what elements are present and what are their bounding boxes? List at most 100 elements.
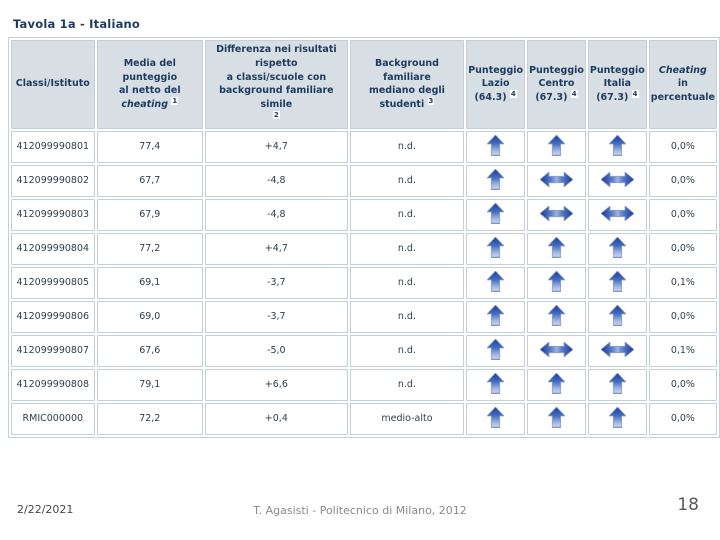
table-cell: 67,7 — [96, 164, 203, 197]
cell-arrow-up — [466, 232, 526, 265]
table-cell: RMIC000000 — [11, 402, 95, 435]
arrow-up-icon — [486, 338, 506, 360]
cell-arrow-left-right — [587, 164, 647, 197]
cell-arrow-up — [527, 130, 586, 163]
table-row: 412099990806 69,0 -3,7 n.d. — [11, 300, 717, 333]
table-cell: 0,0% — [648, 164, 717, 197]
table-cell: -4,8 — [205, 198, 348, 231]
arrow-up-icon — [486, 270, 506, 292]
cell-arrow-up — [466, 300, 526, 333]
arrow-left-right-icon — [539, 170, 574, 188]
arrow-left-right-icon — [600, 340, 635, 358]
arrow-up-icon — [486, 236, 506, 258]
arrow-up-icon — [486, 372, 506, 394]
table-cell: -5,0 — [205, 334, 348, 367]
arrow-left-right-icon — [600, 170, 635, 188]
arrow-up-icon — [607, 236, 627, 258]
arrow-left-right-icon — [539, 340, 574, 358]
arrow-up-icon — [486, 406, 506, 428]
results-table: Classi/Istituto Media del punteggio al net… — [8, 37, 720, 438]
column-header-punteggio-italia: Punteggio Italia (67.3) 4 — [587, 40, 647, 129]
arrow-up-icon — [607, 134, 627, 156]
arrow-left-right-icon — [539, 340, 574, 358]
cell-arrow-up — [587, 266, 647, 299]
arrow-left-right-icon — [600, 204, 635, 222]
arrow-up-icon — [547, 406, 566, 428]
arrow-up-icon — [547, 304, 566, 326]
arrow-up-icon — [486, 406, 506, 428]
table-cell: n.d. — [349, 164, 465, 197]
table-cell: 412099990805 — [11, 266, 95, 299]
table-cell: 412099990803 — [11, 198, 95, 231]
cell-arrow-up — [527, 266, 586, 299]
table-cell: 67,6 — [96, 334, 203, 367]
table-cell: -4,8 — [205, 164, 348, 197]
table-row: 412099990805 69,1 -3,7 n.d. — [11, 266, 717, 299]
arrow-up-icon — [547, 270, 566, 292]
table-cell: 77,4 — [96, 130, 203, 163]
cell-arrow-left-right — [527, 334, 586, 367]
arrow-left-right-icon — [539, 204, 574, 222]
table-cell: 0,0% — [648, 368, 717, 401]
arrow-left-right-icon — [600, 170, 635, 188]
table-title: Tavola 1a - Italiano — [13, 17, 141, 31]
column-header-media-punteggio: Media del punteggio al netto del cheating … — [96, 40, 203, 129]
arrow-up-icon — [486, 270, 506, 292]
arrow-up-icon — [486, 168, 506, 190]
arrow-up-icon — [486, 202, 506, 224]
table-row: 412099990808 79,1 +6,6 n.d. — [11, 368, 717, 401]
arrow-up-icon — [607, 236, 627, 258]
arrow-up-icon — [607, 372, 627, 394]
arrow-up-icon — [607, 134, 627, 156]
cell-arrow-up — [527, 300, 586, 333]
table-cell: 412099990802 — [11, 164, 95, 197]
arrow-up-icon — [547, 134, 566, 156]
table-cell: 69,0 — [96, 300, 203, 333]
table-cell: n.d. — [349, 266, 465, 299]
column-header-classi-istituto: Classi/Istituto — [11, 40, 95, 129]
table-row: RMIC000000 72,2 +0,4 medio-alto — [11, 402, 717, 435]
arrow-left-right-icon — [539, 204, 574, 222]
arrow-up-icon — [547, 236, 566, 258]
table-cell: -3,7 — [205, 266, 348, 299]
table-cell: 412099990808 — [11, 368, 95, 401]
table-cell: n.d. — [349, 334, 465, 367]
arrow-left-right-icon — [539, 170, 574, 188]
arrow-up-icon — [486, 236, 506, 258]
table-body: 412099990801 77,4 +4,7 n.d. — [11, 130, 717, 435]
table-cell: 412099990807 — [11, 334, 95, 367]
table-cell: +0,4 — [205, 402, 348, 435]
table-cell: 0,1% — [648, 266, 717, 299]
arrow-left-right-icon — [600, 204, 635, 222]
cell-arrow-up — [527, 402, 586, 435]
column-header-cheating-percentuale: Cheating in percentuale — [648, 40, 717, 129]
footer-date: 2/22/2021 — [17, 503, 74, 516]
table-cell: 412099990806 — [11, 300, 95, 333]
table-cell: n.d. — [349, 368, 465, 401]
table-cell: n.d. — [349, 130, 465, 163]
table-cell: 412099990804 — [11, 232, 95, 265]
cell-arrow-left-right — [587, 334, 647, 367]
table-header: Classi/Istituto Media del punteggio al net… — [11, 40, 717, 129]
table-cell: 79,1 — [96, 368, 203, 401]
column-header-punteggio-lazio: Punteggio Lazio (64.3) 4 — [466, 40, 526, 129]
arrow-up-icon — [547, 134, 566, 156]
arrow-up-icon — [607, 372, 627, 394]
arrow-up-icon — [607, 304, 627, 326]
arrow-up-icon — [547, 236, 566, 258]
cell-arrow-up — [466, 266, 526, 299]
arrow-up-icon — [547, 270, 566, 292]
cell-arrow-left-right — [527, 164, 586, 197]
table-cell: -3,7 — [205, 300, 348, 333]
cell-arrow-left-right — [587, 198, 647, 231]
table-cell: n.d. — [349, 232, 465, 265]
arrow-up-icon — [547, 372, 566, 394]
arrow-up-icon — [547, 406, 566, 428]
arrow-left-right-icon — [600, 340, 635, 358]
cell-arrow-up — [587, 130, 647, 163]
column-header-punteggio-centro: Punteggio Centro (67.3) 4 — [527, 40, 586, 129]
arrow-up-icon — [486, 304, 506, 326]
cell-arrow-up — [587, 300, 647, 333]
arrow-up-icon — [607, 406, 627, 428]
